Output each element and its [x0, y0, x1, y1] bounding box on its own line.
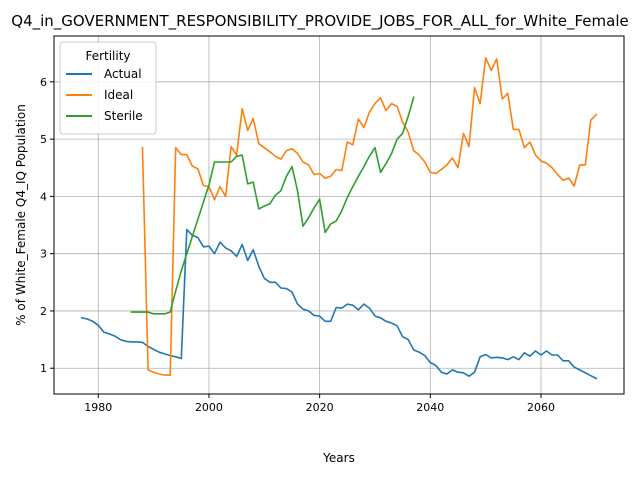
series-lines — [80, 56, 598, 380]
y-tick-label: 1 — [40, 362, 47, 375]
legend: Fertility Actual Ideal Sterile — [59, 41, 157, 135]
plot-area-frame — [53, 35, 625, 395]
y-tick-label: 6 — [40, 76, 47, 89]
y-tick-label: 2 — [40, 305, 47, 318]
grid — [54, 36, 624, 394]
y-tick-label: 5 — [40, 133, 47, 146]
y-axis-label: % of White_Female Q4_IQ Population — [14, 104, 28, 326]
legend-label-ideal: Ideal — [104, 88, 133, 102]
chart-title: Q4_in_GOVERNMENT_RESPONSIBILITY_PROVIDE_… — [11, 12, 628, 31]
x-tick-label: 1980 — [84, 401, 112, 414]
series-line-ideal — [141, 56, 598, 376]
y-tick-label: 3 — [40, 248, 47, 261]
x-axis-label: Years — [322, 451, 355, 465]
legend-label-sterile: Sterile — [104, 109, 143, 123]
series-line-sterile — [130, 96, 415, 315]
legend-label-actual: Actual — [104, 67, 142, 81]
axis-ticks: 1980 2000 2020 2040 2060 1 2 3 4 5 6 — [40, 76, 555, 414]
y-tick-label: 4 — [40, 190, 47, 203]
legend-title: Fertility — [85, 49, 130, 63]
x-tick-label: 2060 — [527, 401, 555, 414]
x-tick-label: 2020 — [306, 401, 334, 414]
x-tick-label: 2000 — [195, 401, 223, 414]
legend-box — [59, 41, 157, 135]
x-tick-label: 2040 — [416, 401, 444, 414]
series-line-actual — [80, 228, 598, 380]
